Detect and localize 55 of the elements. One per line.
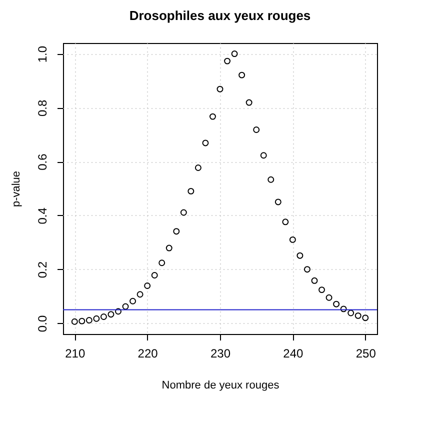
x-tick-label: 240 xyxy=(283,346,304,360)
x-tick-label: 210 xyxy=(65,346,86,360)
point xyxy=(348,310,354,316)
y-tick-label: 0.8 xyxy=(36,100,50,117)
y-tick-label: 0.0 xyxy=(36,315,50,332)
point xyxy=(108,311,114,318)
x-axis-title: Nombre de yeux rouges xyxy=(162,380,280,392)
point xyxy=(216,86,224,92)
y-tick-label: 0.2 xyxy=(36,261,50,278)
point xyxy=(326,294,332,301)
point xyxy=(231,50,238,58)
point xyxy=(246,99,252,106)
point xyxy=(100,314,107,320)
point xyxy=(180,209,187,216)
point xyxy=(130,298,136,304)
point xyxy=(115,308,122,315)
point xyxy=(362,314,369,322)
y-tick-label: 1.0 xyxy=(36,46,50,63)
point xyxy=(158,260,166,266)
point xyxy=(282,218,289,226)
point xyxy=(151,272,158,278)
point xyxy=(93,315,100,322)
point xyxy=(253,126,260,133)
x-tick-label: 230 xyxy=(210,346,231,360)
point xyxy=(289,236,296,243)
point xyxy=(296,252,304,259)
point xyxy=(166,244,172,252)
chart-title: Drosophiles aux yeux rouges xyxy=(129,8,311,23)
point xyxy=(136,291,144,298)
point xyxy=(202,140,209,146)
point xyxy=(304,266,310,273)
point xyxy=(194,164,202,171)
point xyxy=(333,300,340,308)
x-tick-label: 250 xyxy=(356,346,376,360)
point xyxy=(238,72,246,78)
point xyxy=(78,318,86,324)
y-tick-label: 0.4 xyxy=(36,207,50,224)
point xyxy=(188,188,194,194)
point xyxy=(173,228,180,235)
point xyxy=(71,318,78,325)
point xyxy=(268,176,274,183)
point xyxy=(209,113,216,120)
point xyxy=(340,306,347,312)
y-axis-title: p-value xyxy=(10,170,22,208)
x-tick-label: 220 xyxy=(138,346,158,360)
point xyxy=(260,152,267,159)
point xyxy=(311,277,318,284)
point xyxy=(86,317,92,324)
y-tick-label: 0.6 xyxy=(36,153,50,170)
point xyxy=(224,58,231,64)
point xyxy=(354,312,362,319)
point xyxy=(144,282,151,290)
point xyxy=(318,286,325,294)
point xyxy=(274,198,282,206)
point xyxy=(122,303,129,310)
